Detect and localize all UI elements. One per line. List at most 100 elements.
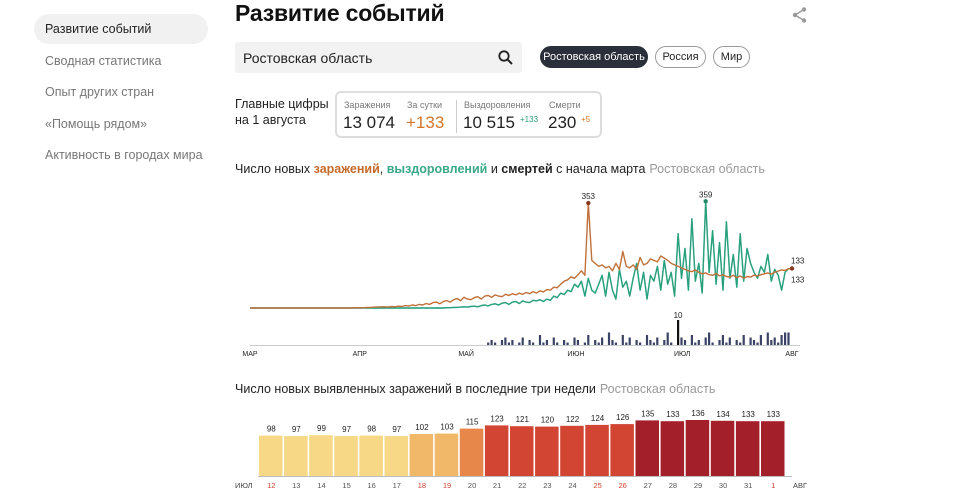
bar-16	[359, 435, 383, 476]
bar-category-17: 17	[393, 481, 401, 490]
bar-category-14: 14	[317, 481, 325, 490]
bar-value-21: 123	[490, 414, 504, 423]
chart2-title-text: Число новых выявленных заражений в после…	[235, 382, 596, 396]
share-icon[interactable]	[791, 6, 809, 24]
deaths-bar	[601, 337, 604, 345]
recovered-value: 10 515	[463, 113, 515, 132]
chart1-title-suffix: с начала марта	[552, 162, 646, 176]
page-title: Развитие событий	[235, 0, 445, 26]
bar-category-18: 18	[418, 481, 426, 490]
deaths-delta: +5	[581, 115, 591, 124]
bar-category-28: 28	[669, 481, 677, 490]
bar-value-25: 124	[591, 414, 605, 423]
bar-12	[259, 435, 283, 476]
last-value-label-a: 133	[791, 256, 805, 265]
deaths-bar	[725, 342, 728, 345]
last-value-dot	[789, 266, 795, 271]
deaths-bar	[542, 342, 545, 345]
deaths-bar	[666, 332, 669, 345]
bar-22	[510, 426, 534, 476]
deaths-bar	[538, 335, 542, 345]
bar-19	[434, 433, 459, 476]
deaths-bar	[494, 342, 497, 345]
bar-23	[535, 426, 559, 476]
deaths-bar	[728, 337, 731, 345]
deaths-bar	[521, 337, 524, 345]
sidebar-item-events[interactable]: Развитие событий	[34, 14, 208, 44]
deaths-bar	[649, 340, 652, 345]
bar-25	[585, 424, 609, 476]
summary-label-line2: на 1 августа	[235, 113, 306, 127]
region-pill-world[interactable]: Мир	[713, 46, 750, 68]
bar-30	[710, 420, 735, 476]
deaths-bar	[621, 335, 624, 345]
deaths-bar	[552, 337, 555, 345]
deaths-bar	[752, 340, 756, 345]
deaths-bar	[680, 337, 683, 345]
infections-line	[250, 202, 793, 309]
deaths-bar	[490, 340, 493, 345]
deaths-bar	[507, 342, 510, 345]
deaths-bar	[628, 337, 631, 345]
sidebar-item-summary[interactable]: Сводная статистика	[45, 53, 162, 68]
deaths-bar	[566, 342, 569, 345]
bar-value-18: 102	[415, 423, 429, 432]
month-label-0: МАР	[242, 351, 258, 358]
chart1-title-infections: заражений	[313, 162, 380, 176]
recovered-label: Выздоровления	[464, 100, 531, 110]
month-label-2: МАЙ	[458, 349, 474, 358]
deaths-bar	[742, 335, 745, 345]
region-pill-russia[interactable]: Россия	[655, 46, 706, 68]
bar-20	[459, 428, 484, 476]
bar-15	[334, 436, 358, 476]
chart1-title-deaths: смертей	[501, 162, 553, 176]
deaths-bar	[677, 320, 680, 345]
deaths-bar	[777, 342, 780, 345]
infections-label: Заражения	[344, 100, 391, 110]
deaths-last-label: 5	[790, 180, 795, 182]
bar-category-13: 13	[292, 481, 300, 490]
bar-29	[685, 420, 710, 476]
chart2-title: Число новых выявленных заражений в после…	[235, 382, 715, 396]
bar-category-25: 25	[593, 481, 601, 490]
bar-value-26: 126	[616, 413, 630, 422]
deaths-bar	[739, 342, 742, 345]
deaths-bar	[690, 335, 693, 345]
search-icon[interactable]	[498, 50, 513, 65]
chart1-region: Ростовская область	[649, 162, 765, 176]
bar-category-29: 29	[694, 481, 702, 490]
bar-24	[560, 425, 584, 476]
chart1-title-prefix: Число новых	[235, 162, 314, 176]
bar-18	[409, 434, 434, 476]
bar-value-28: 133	[666, 410, 680, 419]
bar-28	[660, 421, 685, 476]
deaths-bar	[583, 342, 586, 345]
month-label-3: ИЮН	[567, 351, 584, 358]
sidebar-item-city-activity[interactable]: Активность в городах мира	[45, 148, 203, 162]
recoveries-peak-dot	[703, 199, 708, 204]
deaths-bar	[759, 335, 762, 345]
bar-category-15: 15	[342, 481, 350, 490]
deaths-bar	[721, 335, 724, 345]
three-weeks-bar-chart: 98 12 97 13 99 14 97 15 98 16 97 17 102 18 103 19 115 20 1…	[235, 409, 807, 490]
bar-category-21: 21	[493, 481, 501, 490]
stats-divider	[456, 100, 457, 133]
bar-value-1: 133	[767, 410, 781, 419]
last-value-label-b: 133	[791, 275, 805, 284]
bar-category-20: 20	[468, 481, 476, 490]
bar-value-30: 134	[716, 410, 730, 419]
deaths-bar	[545, 340, 548, 345]
sidebar-item-other-countries[interactable]: Опыт других стран	[45, 85, 155, 99]
deaths-bar	[635, 340, 638, 345]
deaths-bar	[511, 340, 514, 345]
deaths-bar	[656, 337, 659, 345]
recovered-delta: +133	[520, 115, 539, 124]
region-pill-rostov[interactable]: Ростовская область	[540, 46, 648, 68]
sidebar-item-help-nearby[interactable]: «Помощь рядом»	[45, 116, 148, 131]
deaths-bar	[787, 332, 790, 345]
search-input[interactable]	[243, 42, 483, 73]
deaths-bar	[573, 337, 576, 345]
deaths-bar	[704, 337, 707, 345]
deaths-bar	[652, 342, 655, 345]
chart1-title: Число новых заражений, выздоровлений и с…	[235, 162, 765, 176]
